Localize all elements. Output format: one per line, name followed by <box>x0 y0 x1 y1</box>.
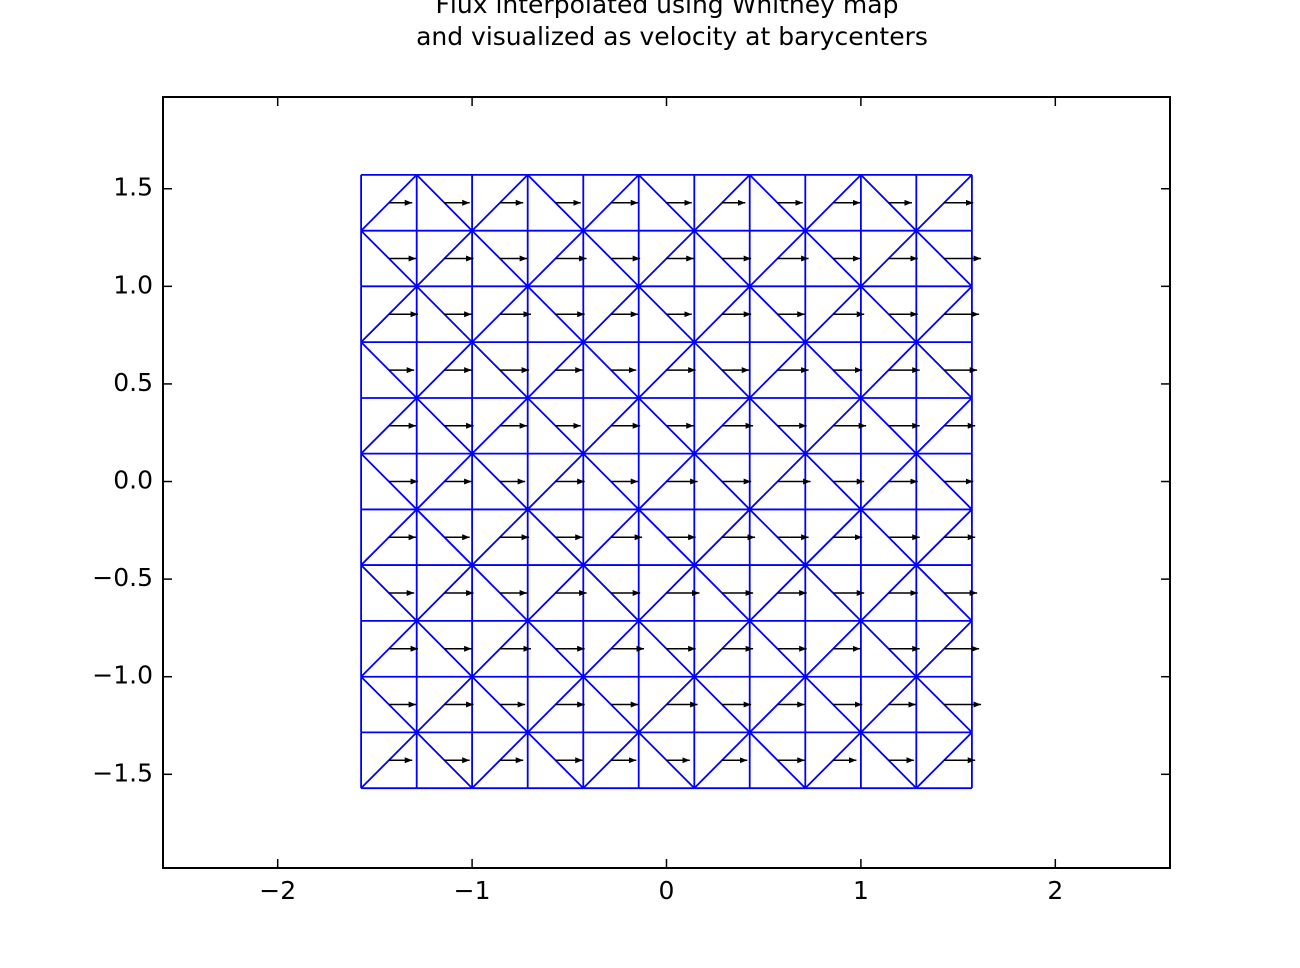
plot-area <box>360 173 982 790</box>
y-tick-label: −1.0 <box>92 661 153 690</box>
y-tick-label: 0.5 <box>113 368 153 397</box>
x-tick-label: −1 <box>454 876 491 905</box>
x-tick-label: −2 <box>259 876 296 905</box>
y-tick-label: −1.5 <box>92 758 153 787</box>
y-tick-label: 1.5 <box>113 173 153 202</box>
y-tick-label: 1.0 <box>113 270 153 299</box>
y-tick-label: −0.5 <box>92 563 153 592</box>
y-tick-label: 0.0 <box>113 466 153 495</box>
x-tick-label: 0 <box>659 876 675 905</box>
x-tick-label: 1 <box>853 876 869 905</box>
chart-title: and visualized as velocity at barycenter… <box>416 22 928 51</box>
chart-title: Flux interpolated using Whitney map <box>436 0 899 19</box>
x-tick-label: 2 <box>1047 876 1063 905</box>
